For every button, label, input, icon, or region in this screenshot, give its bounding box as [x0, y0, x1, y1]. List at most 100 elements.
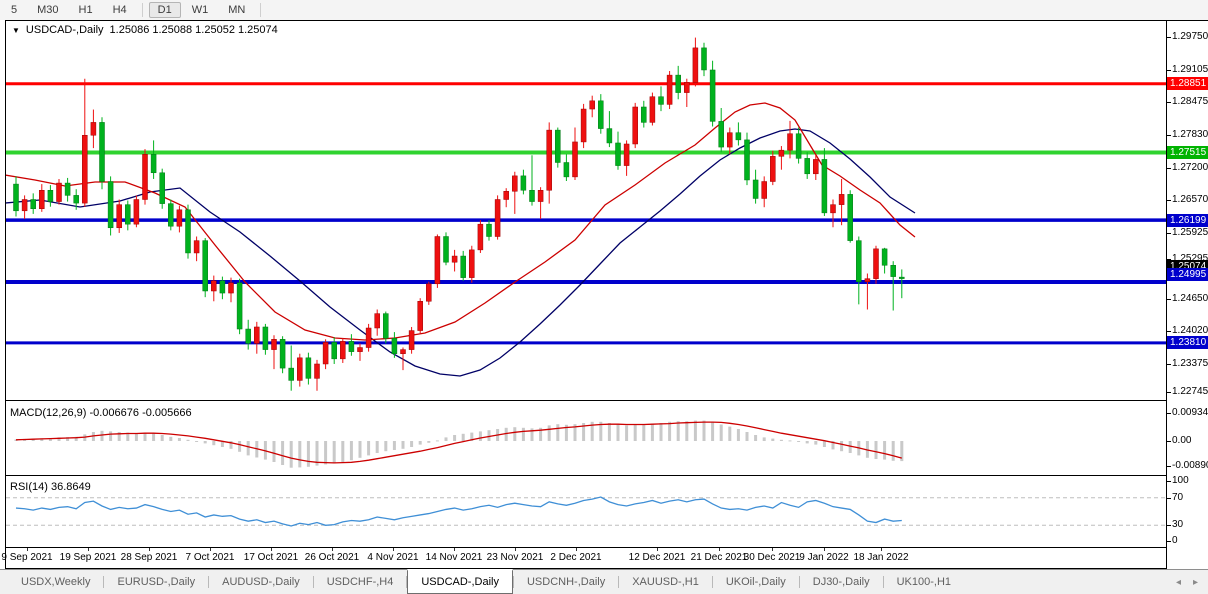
chart-tab-audusd[interactable]: AUDUSD-,Daily — [222, 576, 300, 588]
macd-histogram-bar — [220, 441, 224, 447]
price-level-badge: 1.23810 — [1167, 336, 1208, 349]
bear-candle — [150, 154, 157, 174]
date-tick — [88, 548, 89, 551]
macd-histogram-bar — [48, 438, 52, 441]
rsi-label: RSI(14) 36.8649 — [10, 481, 91, 493]
macd-histogram-bar — [650, 423, 654, 441]
date-label: 7 Oct 2021 — [185, 552, 235, 563]
tab-separator — [711, 576, 713, 588]
date-label: 21 Dec 2021 — [690, 552, 748, 563]
macd-histogram-bar — [152, 433, 156, 441]
macd-indicator-canvas[interactable] — [6, 403, 1166, 474]
bull-candle — [142, 154, 148, 200]
date-label: 14 Nov 2021 — [425, 552, 483, 563]
chart-tab-ukoil[interactable]: UKOil-,Daily — [725, 576, 786, 588]
date-tick — [454, 548, 455, 551]
chart-tab-eurusd[interactable]: EURUSD-,Daily — [117, 576, 196, 588]
rsi-indicator-canvas[interactable] — [6, 477, 1166, 546]
date-axis[interactable]: 9 Sep 2021 19 Sep 2021 28 Sep 2021 7 Oct 20… — [1, 548, 1166, 568]
macd-histogram-bar — [547, 425, 551, 441]
bear-candle — [279, 339, 286, 369]
bull-candle — [684, 82, 690, 93]
timeframe-button-d1[interactable]: D1 — [148, 2, 181, 18]
axis-price-label: 1.25925 — [1172, 227, 1208, 238]
axis-price-label: 1.27200 — [1172, 162, 1208, 173]
macd-histogram-bar — [797, 441, 801, 442]
bull-candle — [297, 357, 303, 381]
macd-histogram-bar — [504, 427, 508, 441]
chart-window: 9 Sep 2021 19 Sep 2021 28 Sep 2021 7 Oct 20… — [0, 20, 1208, 569]
tab-scroll-arrows: ◂ ▸ — [1176, 570, 1208, 594]
bear-candle — [606, 128, 613, 144]
macd-label: MACD(12,26,9) -0.006676 -0.005666 — [10, 407, 192, 419]
price-chart-canvas[interactable] — [6, 21, 1166, 400]
bear-candle — [245, 328, 251, 344]
timeframe-toolbar: 5 M30 H1 H4 D1 W1 MN — [0, 0, 1208, 20]
panel-splitter[interactable] — [5, 475, 1167, 476]
chart-tab-usdchf[interactable]: USDCHF-,H4 — [326, 576, 394, 588]
macd-histogram-bar — [805, 441, 809, 444]
macd-histogram-bar — [625, 425, 629, 441]
panel-splitter[interactable] — [5, 400, 1167, 401]
macd-histogram-bar — [289, 441, 293, 468]
timeframe-button-m30[interactable]: M30 — [37, 4, 59, 16]
date-label: 17 Oct 2021 — [243, 552, 299, 563]
axis-price-label: -0.008902 — [1172, 460, 1208, 471]
macd-histogram-bar — [203, 441, 207, 444]
bear-candle — [288, 367, 294, 381]
tab-scroll-left-icon[interactable]: ◂ — [1175, 576, 1181, 588]
axis-tick — [1166, 200, 1171, 201]
bear-candle — [99, 122, 105, 182]
macd-histogram-bar — [771, 438, 775, 441]
chart-tab-usdx[interactable]: USDX,Weekly — [21, 576, 91, 588]
macd-histogram-bar — [564, 424, 568, 441]
timeframe-button-w1[interactable]: W1 — [191, 4, 209, 16]
date-tick — [824, 548, 825, 551]
axis-price-label: 1.23375 — [1172, 358, 1208, 369]
chart-tab-dj30[interactable]: DJ30-,Daily — [812, 576, 870, 588]
bull-candle — [340, 341, 346, 360]
timeframe-button-h1[interactable]: H1 — [78, 4, 93, 16]
chart-tab-usdcnh[interactable]: USDCNH-,Daily — [526, 576, 606, 588]
bull-candle — [82, 135, 88, 204]
bear-candle — [804, 158, 810, 175]
macd-histogram-bar — [306, 441, 310, 467]
date-tick — [881, 548, 882, 551]
axis-tick — [1166, 37, 1171, 38]
bear-candle — [391, 338, 398, 354]
tab-separator — [798, 576, 800, 588]
bear-candle — [348, 341, 355, 352]
macd-histogram-bar — [186, 439, 190, 441]
chart-tab-usdcad[interactable]: USDCAD-,Daily — [407, 569, 513, 594]
chart-tab-xauusd[interactable]: XAUUSD-,H1 — [632, 576, 699, 588]
bull-candle — [228, 282, 234, 294]
macd-histogram-bar — [238, 441, 242, 452]
macd-histogram-bar — [229, 441, 233, 449]
tab-scroll-right-icon[interactable]: ▸ — [1192, 576, 1198, 588]
macd-histogram-bar — [685, 421, 689, 441]
bull-candle — [133, 199, 140, 225]
macd-histogram-bar — [384, 441, 388, 452]
bear-candle — [460, 255, 466, 278]
axis-price-label: 0.009345 — [1172, 407, 1208, 418]
macd-histogram-bar — [814, 441, 818, 445]
axis-price-label: 1.28475 — [1172, 96, 1208, 107]
macd-histogram-bar — [143, 432, 147, 441]
chart-tab-uk100[interactable]: UK100-,H1 — [896, 576, 952, 588]
macd-histogram-bar — [487, 430, 491, 441]
macd-histogram-bar — [367, 441, 371, 456]
timeframe-button-mn[interactable]: MN — [228, 4, 246, 16]
chart-menu-triangle-icon[interactable]: ▼ — [12, 25, 20, 35]
macd-histogram-bar — [427, 441, 431, 443]
axis-tick — [1166, 392, 1171, 393]
macd-histogram-bar — [298, 441, 302, 468]
macd-histogram-bar — [57, 437, 61, 441]
bull-candle — [193, 240, 200, 254]
bear-candle — [262, 326, 269, 350]
macd-histogram-bar — [822, 441, 826, 447]
macd-histogram-bar — [160, 435, 164, 441]
timeframe-button-5[interactable]: 5 — [11, 4, 18, 16]
bear-candle — [744, 139, 750, 181]
timeframe-button-h4[interactable]: H4 — [112, 4, 127, 16]
